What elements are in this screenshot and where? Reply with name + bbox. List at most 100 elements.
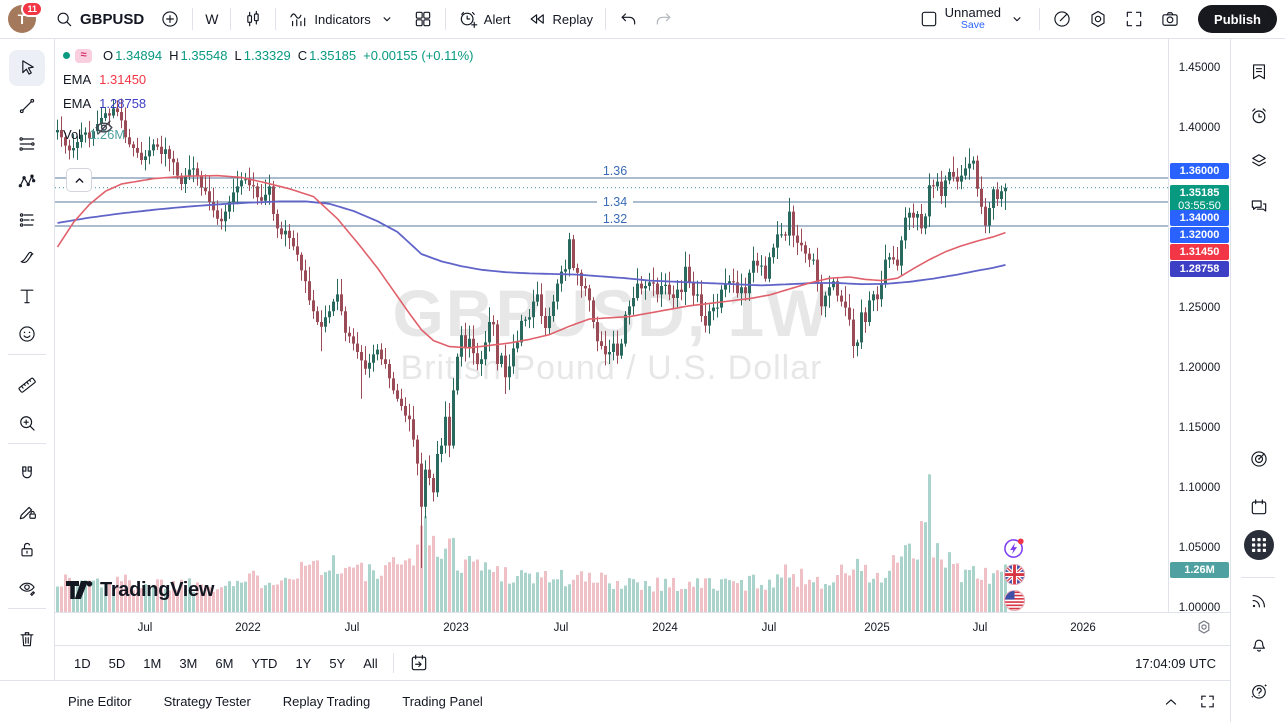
sidebar-chat-icon[interactable] bbox=[1243, 190, 1275, 222]
tool-emoji-icon[interactable] bbox=[9, 316, 45, 352]
legend-ema-slow-row[interactable]: EMA 1.28758 bbox=[63, 96, 473, 111]
tool-lock-open-icon[interactable] bbox=[9, 532, 45, 568]
price-axis[interactable]: 1.45000 1.40000 1.25000 1.20000 1.15000 1.100… bbox=[1168, 39, 1230, 614]
toolbar-separator bbox=[1039, 8, 1041, 30]
tool-trend-line-icon[interactable] bbox=[9, 88, 45, 124]
tab-strategy-tester[interactable]: Strategy Tester bbox=[163, 694, 251, 709]
range-button-6m[interactable]: 6M bbox=[215, 655, 234, 671]
candle-bodies-down bbox=[60, 108, 999, 507]
range-button-1y[interactable]: 1Y bbox=[295, 655, 312, 671]
range-button-5y[interactable]: 5Y bbox=[329, 655, 346, 671]
user-avatar[interactable]: T 11 bbox=[8, 1, 43, 33]
expand-panel-chevron-icon[interactable] bbox=[1161, 692, 1181, 712]
toolbar-separator bbox=[444, 8, 446, 30]
tab-replay-trading[interactable]: Replay Trading bbox=[282, 694, 371, 709]
indicators-button[interactable]: Indicators bbox=[280, 4, 404, 34]
legend-ema-fast-row[interactable]: EMA 1.31450 bbox=[63, 72, 473, 87]
time-axis-label: Jul bbox=[972, 622, 988, 634]
hide-indicator-eye-icon[interactable] bbox=[93, 117, 115, 139]
chart-settings-button[interactable] bbox=[1080, 4, 1116, 34]
tool-parallel-lines-icon[interactable] bbox=[9, 126, 45, 162]
close-key: C bbox=[297, 48, 308, 63]
ema-fast-label: EMA bbox=[63, 72, 92, 87]
sidebar-calendar-icon[interactable] bbox=[1243, 491, 1275, 523]
alert-button[interactable]: Alert bbox=[450, 4, 519, 34]
sidebar-signal-icon[interactable] bbox=[1243, 585, 1275, 617]
tool-forecast-icon[interactable] bbox=[9, 202, 45, 238]
range-button-ytd[interactable]: YTD bbox=[251, 655, 278, 671]
sidebar-layers-icon[interactable] bbox=[1243, 145, 1275, 177]
price-chart-canvas[interactable]: 1.36 1.34 1.32 bbox=[55, 39, 1168, 612]
legend-volume-row[interactable]: Vol 1.26M bbox=[63, 127, 473, 142]
candles-icon bbox=[243, 9, 263, 29]
replay-button[interactable]: Replay bbox=[519, 4, 601, 34]
tool-xabcd-pattern-icon[interactable] bbox=[9, 164, 45, 200]
sidebar-radar-icon[interactable] bbox=[1243, 443, 1275, 475]
ohlc-values: O 1.34894 H 1.35548 L 1.33329 C 1.35185 +0.0… bbox=[103, 49, 473, 62]
legend-symbol-row[interactable]: ≈ O 1.34894 H 1.35548 L 1.33329 C 1.35185 +0… bbox=[63, 48, 473, 63]
tool-pencil-lock-icon[interactable] bbox=[9, 494, 45, 530]
plus-circle-icon bbox=[160, 9, 180, 29]
range-button-1m[interactable]: 1M bbox=[143, 655, 162, 671]
tradingview-logo[interactable]: TradingView bbox=[66, 579, 214, 602]
range-button-all[interactable]: All bbox=[363, 655, 378, 671]
collapse-pane-button[interactable] bbox=[66, 168, 92, 192]
save-link[interactable]: Save bbox=[960, 19, 985, 32]
sidebar-bell-icon[interactable] bbox=[1243, 628, 1275, 660]
gear-icon bbox=[1088, 9, 1108, 29]
date-range-toolbar: 1D 5D 1M 3M 6M YTD 1Y 5Y All 17:04:09 UTC bbox=[55, 645, 1230, 680]
axis-settings-gear-icon[interactable] bbox=[1196, 619, 1212, 635]
indicators-icon bbox=[288, 9, 308, 29]
tool-ruler-icon[interactable] bbox=[9, 367, 45, 403]
indicator-templates-button[interactable] bbox=[405, 4, 441, 34]
publish-button[interactable]: Publish bbox=[1198, 5, 1277, 33]
range-button-1d[interactable]: 1D bbox=[74, 655, 91, 671]
sidebar-help-icon[interactable] bbox=[1243, 675, 1275, 707]
timeframe-button[interactable]: W bbox=[197, 4, 226, 34]
us-flag-event-icon[interactable] bbox=[1003, 589, 1026, 612]
tool-zoom-in-icon[interactable] bbox=[9, 405, 45, 441]
undo-button[interactable] bbox=[610, 4, 646, 34]
sidebar-apps-icon[interactable] bbox=[1244, 530, 1274, 560]
earnings-lightning-icon[interactable] bbox=[1003, 537, 1026, 560]
tool-brush-icon[interactable] bbox=[9, 240, 45, 276]
ema_slow-line[interactable] bbox=[57, 200, 1006, 287]
alert-clock-icon bbox=[458, 9, 478, 29]
ema-slow-value: 1.28758 bbox=[99, 96, 147, 111]
fullscreen-button[interactable] bbox=[1116, 4, 1152, 34]
tool-text-icon[interactable] bbox=[9, 278, 45, 314]
chart-pane[interactable]: GBPUSD, 1W British Pound / U.S. Dollar 1… bbox=[55, 39, 1168, 612]
layout-select-button[interactable]: Unnamed Save bbox=[911, 4, 1035, 34]
chart-style-button[interactable] bbox=[235, 4, 271, 34]
time-axis[interactable]: Jul 2022 Jul 2023 Jul 2024 Jul 2025 Jul 2026 bbox=[55, 612, 1230, 645]
price-axis-label: 1.15000 bbox=[1178, 422, 1221, 434]
quick-search-button[interactable] bbox=[1044, 4, 1080, 34]
maximize-panel-icon[interactable] bbox=[1199, 693, 1216, 710]
utc-clock[interactable]: 17:04:09 UTC bbox=[1135, 655, 1216, 671]
snapshot-button[interactable] bbox=[1152, 4, 1188, 34]
tool-cursor-icon[interactable] bbox=[9, 50, 45, 86]
tool-trash-icon[interactable] bbox=[9, 621, 45, 657]
volume-label: Vol bbox=[63, 127, 82, 142]
range-button-5d[interactable]: 5D bbox=[108, 655, 126, 671]
tab-trading-panel[interactable]: Trading Panel bbox=[402, 694, 483, 709]
sidebar-watchlist-icon[interactable] bbox=[1243, 56, 1275, 88]
sidebar-alarm-icon[interactable] bbox=[1243, 100, 1275, 132]
compare-add-symbol-button[interactable] bbox=[152, 4, 188, 34]
symbol-search-button[interactable]: GBPUSD bbox=[46, 4, 152, 34]
tool-eye-edit-icon[interactable] bbox=[9, 570, 45, 606]
time-axis-label: 2024 bbox=[652, 622, 678, 634]
range-button-3m[interactable]: 3M bbox=[179, 655, 198, 671]
uk-flag-event-icon[interactable] bbox=[1003, 563, 1026, 586]
ema_fast-line[interactable] bbox=[56, 174, 1006, 349]
tradingview-logo-mark bbox=[66, 581, 93, 599]
layout-save-stack[interactable]: Unnamed Save bbox=[945, 5, 1001, 32]
chart-legend: ≈ O 1.34894 H 1.35548 L 1.33329 C 1.35185 +0… bbox=[63, 48, 473, 151]
go-to-date-icon[interactable] bbox=[400, 649, 438, 677]
tab-pine-editor[interactable]: Pine Editor bbox=[68, 694, 132, 709]
avatar-initial: T bbox=[17, 11, 27, 27]
layout-square-icon bbox=[919, 9, 939, 29]
tool-magnet-icon[interactable] bbox=[9, 456, 45, 492]
redo-button[interactable] bbox=[646, 4, 682, 34]
